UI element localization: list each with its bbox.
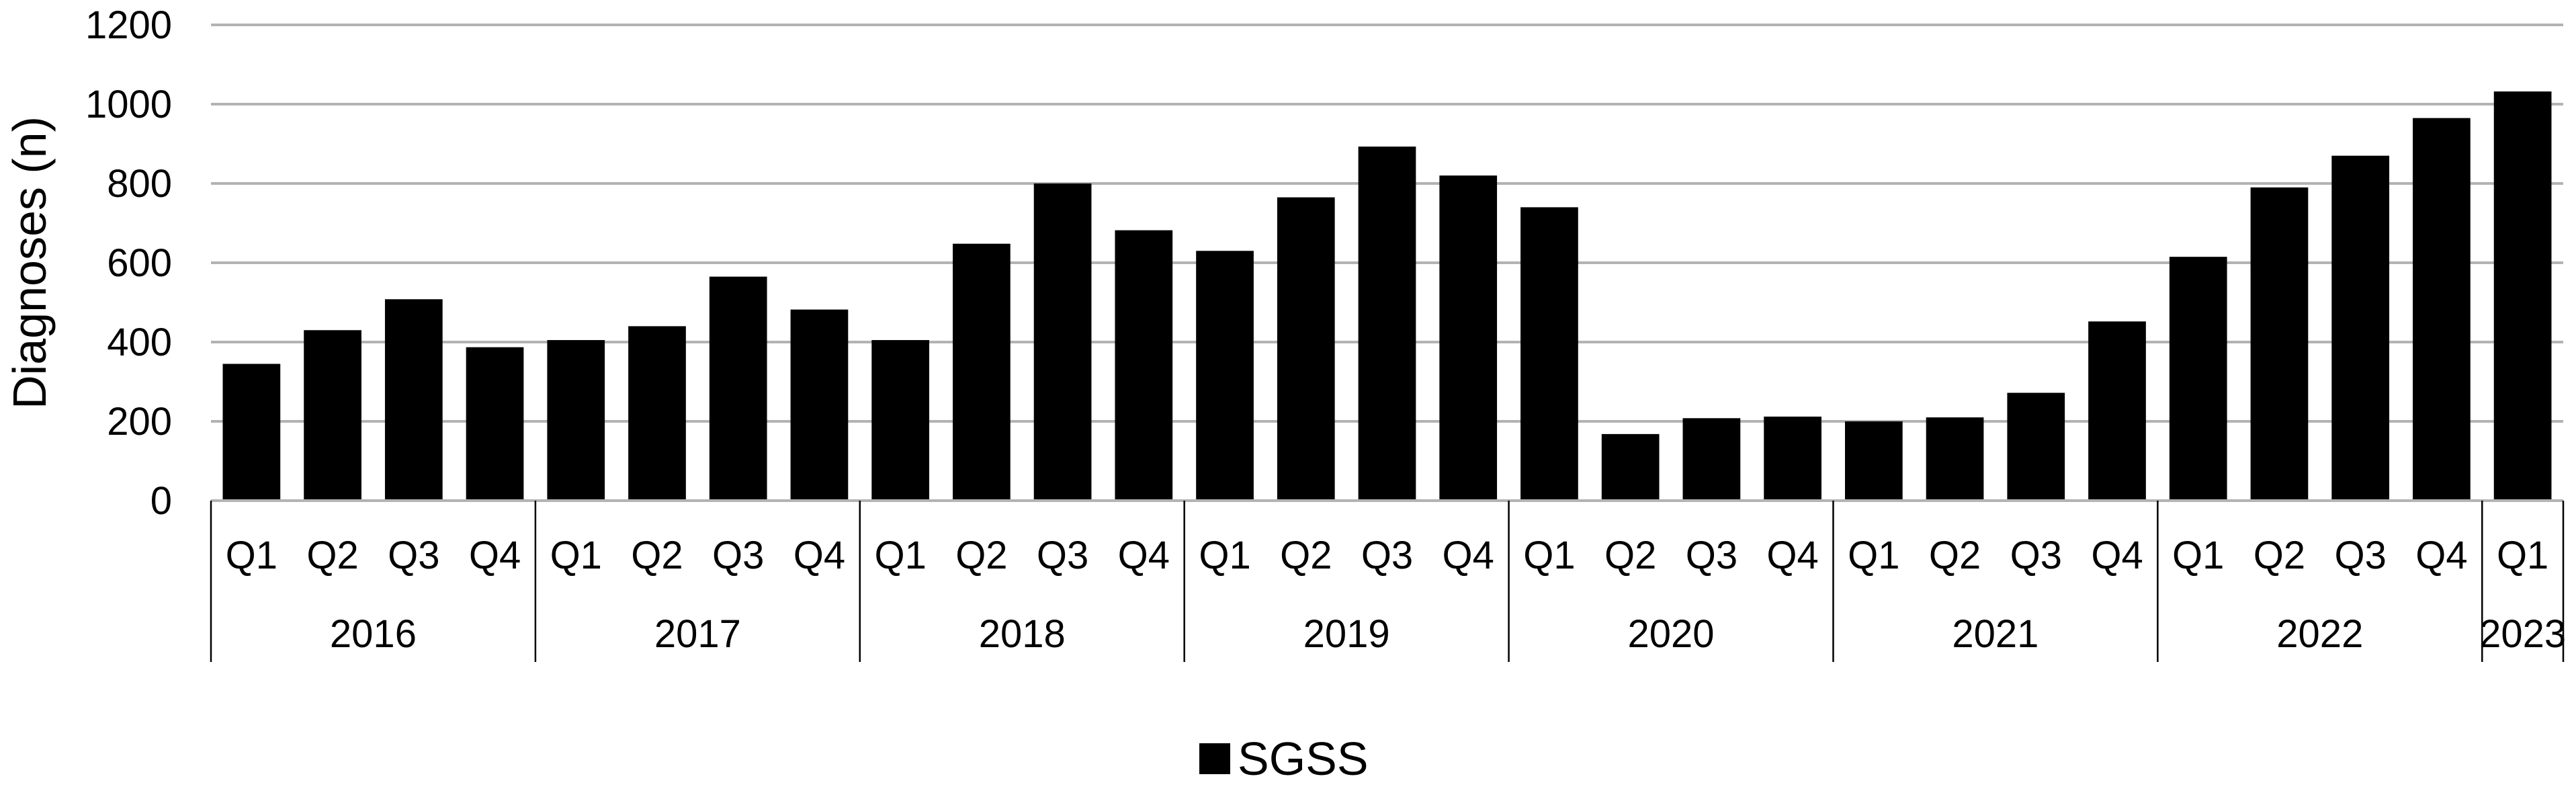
x-tick-label-quarter: Q1 (874, 534, 926, 577)
bar (1926, 417, 1984, 501)
bars (222, 91, 2552, 501)
x-tick-label-quarter: Q4 (469, 534, 521, 577)
x-tick-label-quarter: Q1 (1848, 534, 1899, 577)
x-axis: Q1 Q2 Q3 Q4 Q1 Q2 Q3 Q4 Q1 Q2 Q3 Q4 Q1 Q2 Q3 Q4 Q1 Q2 Q3 Q4… (210, 499, 2566, 662)
bar (1601, 433, 1660, 501)
bar (790, 309, 849, 501)
y-tick-label: 200 (107, 400, 172, 444)
bar (1277, 197, 1335, 501)
y-tick-label: 1200 (85, 3, 172, 47)
x-tick-label-quarter: Q4 (2415, 534, 2467, 577)
x-tick-label-quarter: Q4 (2091, 534, 2143, 577)
x-tick-label-quarter: Q3 (2335, 534, 2387, 577)
bar (547, 340, 605, 501)
x-tick-label-quarter: Q4 (793, 534, 845, 577)
x-tick-label-quarter: Q3 (1037, 534, 1088, 577)
bar (384, 299, 443, 501)
bar (2493, 91, 2552, 501)
bar (222, 364, 281, 501)
bar (1439, 175, 1498, 501)
bar (1520, 207, 1578, 501)
bar (1764, 416, 1821, 501)
legend-label-sgss: SGSS (1238, 733, 1369, 785)
x-tick-label-quarter: Q2 (1929, 534, 1981, 577)
x-tick-label-quarter: Q3 (2010, 534, 2062, 577)
bar (2413, 118, 2471, 501)
x-tick-label-quarter: Q3 (1361, 534, 1413, 577)
x-tick-label-quarter: Q2 (631, 534, 683, 577)
bar (709, 276, 767, 501)
x-tick-label-year: 2019 (1303, 612, 1390, 656)
x-tick-label-quarter: Q1 (2497, 534, 2548, 577)
y-tick-label: 400 (107, 321, 172, 364)
bar (466, 347, 524, 501)
x-tick-label-quarter: Q1 (550, 534, 602, 577)
bar (2169, 257, 2227, 501)
bar (1033, 183, 1092, 501)
x-tick-label-quarter: Q2 (955, 534, 1007, 577)
y-axis-label: Diagnoses (n) (3, 116, 56, 409)
bar (2250, 187, 2309, 501)
x-tick-label-quarter: Q3 (1686, 534, 1737, 577)
x-tick-label-year: 2016 (330, 612, 417, 656)
bar (1115, 230, 1173, 501)
bar (2088, 321, 2146, 501)
x-tick-label-quarter: Q2 (1280, 534, 1332, 577)
y-tick-label: 800 (107, 162, 172, 206)
x-tick-label-quarter: Q2 (306, 534, 358, 577)
legend-swatch (1199, 743, 1230, 774)
y-axis: 0 200 400 600 800 1000 1200 (85, 3, 172, 523)
bar (304, 330, 361, 501)
bar (2331, 155, 2390, 501)
x-tick-label-year: 2021 (1952, 612, 2038, 656)
bar (871, 340, 930, 501)
x-tick-label-quarter: Q1 (1523, 534, 1575, 577)
x-tick-label-quarter: Q1 (226, 534, 277, 577)
bar (1358, 147, 1416, 501)
x-tick-label-quarter: Q3 (712, 534, 764, 577)
bar (953, 243, 1011, 501)
x-tick-label-year: 2020 (1628, 612, 1715, 656)
x-tick-label-year: 2018 (979, 612, 1066, 656)
x-tick-label-year: 2023 (2479, 612, 2566, 656)
y-tick-label: 600 (107, 241, 172, 285)
x-tick-label-quarter: Q2 (2253, 534, 2305, 577)
x-tick-label-quarter: Q4 (1766, 534, 1818, 577)
x-tick-label-quarter: Q1 (1199, 534, 1250, 577)
bar (628, 326, 686, 501)
y-tick-label: 0 (151, 479, 172, 523)
legend: SGSS (1199, 733, 1369, 785)
x-tick-label-year: 2022 (2276, 612, 2363, 656)
bar (1844, 421, 1903, 501)
x-tick-label-quarter: Q3 (388, 534, 439, 577)
x-tick-label-quarter: Q2 (1604, 534, 1656, 577)
x-tick-label-quarter: Q4 (1118, 534, 1170, 577)
x-tick-label-year: 2017 (654, 612, 741, 656)
y-tick-label: 1000 (85, 83, 172, 126)
x-tick-label-quarter: Q4 (1443, 534, 1494, 577)
x-tick-label-quarter: Q1 (2172, 534, 2224, 577)
bar (1196, 251, 1254, 501)
bar (1682, 418, 1741, 501)
bar (2007, 392, 2065, 501)
